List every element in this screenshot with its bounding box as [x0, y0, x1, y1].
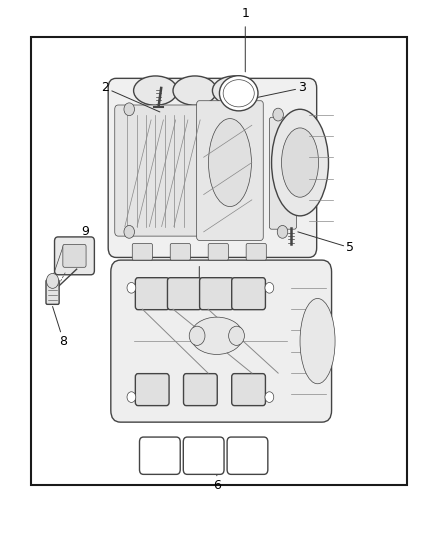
- Circle shape: [265, 282, 274, 293]
- FancyBboxPatch shape: [184, 374, 217, 406]
- Text: 2: 2: [101, 82, 160, 112]
- Ellipse shape: [208, 118, 251, 206]
- FancyBboxPatch shape: [269, 117, 297, 229]
- FancyBboxPatch shape: [200, 278, 233, 310]
- Text: 1: 1: [241, 7, 249, 20]
- Circle shape: [277, 225, 288, 238]
- FancyBboxPatch shape: [246, 244, 266, 260]
- Text: 4: 4: [195, 266, 203, 302]
- FancyBboxPatch shape: [111, 260, 332, 422]
- Ellipse shape: [272, 109, 328, 216]
- FancyBboxPatch shape: [167, 278, 201, 310]
- FancyBboxPatch shape: [108, 78, 317, 257]
- FancyBboxPatch shape: [184, 437, 224, 474]
- FancyBboxPatch shape: [232, 278, 265, 310]
- Text: 9: 9: [81, 225, 94, 243]
- Ellipse shape: [191, 317, 243, 354]
- Circle shape: [265, 392, 274, 402]
- Text: 8: 8: [53, 306, 67, 348]
- Circle shape: [124, 225, 134, 238]
- FancyBboxPatch shape: [115, 105, 201, 236]
- Ellipse shape: [212, 76, 256, 106]
- FancyBboxPatch shape: [46, 280, 59, 304]
- Text: 5: 5: [298, 232, 354, 254]
- Circle shape: [46, 273, 59, 288]
- FancyBboxPatch shape: [31, 37, 407, 485]
- FancyBboxPatch shape: [135, 374, 169, 406]
- Circle shape: [273, 108, 283, 121]
- Circle shape: [229, 326, 244, 345]
- FancyBboxPatch shape: [63, 244, 86, 267]
- FancyBboxPatch shape: [135, 278, 169, 310]
- Circle shape: [127, 392, 136, 402]
- Ellipse shape: [282, 128, 318, 197]
- Text: 3: 3: [252, 82, 306, 99]
- Text: 6: 6: [213, 450, 221, 491]
- Ellipse shape: [173, 76, 217, 106]
- FancyBboxPatch shape: [227, 437, 268, 474]
- Ellipse shape: [223, 80, 254, 107]
- FancyBboxPatch shape: [232, 374, 265, 406]
- FancyBboxPatch shape: [208, 244, 228, 260]
- Text: 7: 7: [134, 381, 166, 403]
- Ellipse shape: [219, 76, 258, 111]
- Ellipse shape: [300, 298, 335, 384]
- FancyBboxPatch shape: [170, 244, 191, 260]
- FancyBboxPatch shape: [139, 437, 180, 474]
- FancyBboxPatch shape: [132, 244, 152, 260]
- Circle shape: [189, 326, 205, 345]
- Circle shape: [127, 282, 136, 293]
- FancyBboxPatch shape: [197, 101, 263, 240]
- FancyBboxPatch shape: [54, 237, 95, 274]
- Circle shape: [124, 103, 134, 116]
- Ellipse shape: [134, 76, 177, 106]
